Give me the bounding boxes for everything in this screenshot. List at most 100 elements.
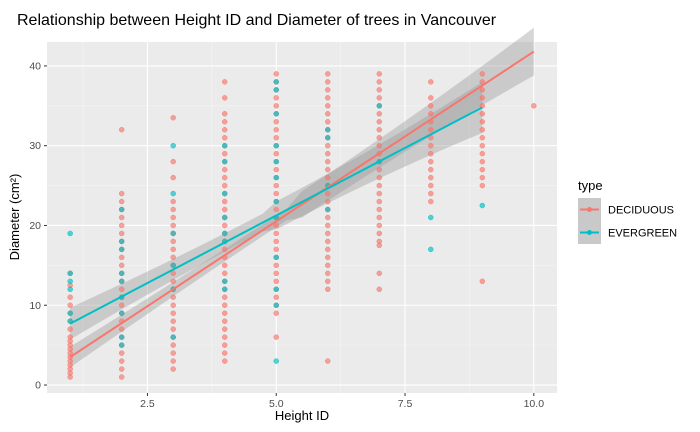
data-point-evergreen <box>170 190 176 197</box>
data-point-evergreen <box>221 286 228 293</box>
data-point-deciduous <box>67 294 73 301</box>
data-point-deciduous <box>325 142 331 149</box>
data-point-deciduous <box>118 198 125 205</box>
data-point-deciduous <box>273 134 279 141</box>
data-point-deciduous <box>170 238 176 245</box>
data-point-deciduous <box>170 318 176 324</box>
data-point-deciduous <box>325 79 331 85</box>
data-point-deciduous <box>325 222 331 229</box>
legend: type DECIDUOUS EVERGREEN <box>578 178 677 244</box>
data-point-deciduous <box>479 182 486 189</box>
data-point-deciduous <box>376 214 383 221</box>
data-point-deciduous <box>376 238 383 245</box>
legend-point-evergreen <box>587 230 592 235</box>
data-point-deciduous <box>376 174 383 181</box>
data-point-evergreen <box>273 302 279 308</box>
data-point-deciduous <box>170 294 176 301</box>
data-point-deciduous <box>325 190 331 197</box>
data-point-deciduous <box>273 334 279 340</box>
data-point-deciduous <box>325 270 331 277</box>
x-tick-label: 10.0 <box>524 398 545 410</box>
data-point-evergreen <box>118 246 125 253</box>
data-point-evergreen <box>221 190 228 197</box>
data-point-deciduous <box>325 286 331 293</box>
data-point-deciduous <box>376 182 383 189</box>
data-point-evergreen <box>67 230 73 237</box>
data-point-deciduous <box>273 119 279 125</box>
data-point-deciduous <box>479 278 486 285</box>
data-point-deciduous <box>428 198 434 205</box>
legend-title: type <box>578 178 603 193</box>
legend-label-evergreen: EVERGREEN <box>608 228 677 240</box>
data-point-deciduous <box>221 174 228 181</box>
data-point-evergreen <box>221 142 228 149</box>
data-point-deciduous <box>273 230 279 237</box>
data-point-deciduous <box>273 278 279 285</box>
data-point-evergreen <box>273 87 279 93</box>
data-point-evergreen <box>273 111 279 117</box>
data-point-deciduous <box>118 230 125 237</box>
data-point-deciduous <box>325 198 331 205</box>
data-point-evergreen <box>118 238 125 245</box>
data-point-deciduous <box>428 158 434 165</box>
data-point-deciduous <box>376 270 383 277</box>
data-point-deciduous <box>170 278 176 285</box>
data-point-deciduous <box>325 119 331 125</box>
data-point-deciduous <box>376 79 383 85</box>
data-point-evergreen <box>273 142 279 149</box>
data-point-evergreen <box>118 206 125 213</box>
data-point-deciduous <box>118 214 125 221</box>
data-point-deciduous <box>428 95 434 101</box>
data-point-deciduous <box>325 158 331 165</box>
data-point-deciduous <box>221 111 228 117</box>
data-point-evergreen <box>118 278 125 285</box>
data-point-deciduous <box>531 103 537 109</box>
data-point-deciduous <box>325 246 331 253</box>
data-point-deciduous <box>118 350 125 356</box>
data-point-deciduous <box>273 182 279 189</box>
data-point-evergreen <box>118 270 125 277</box>
data-point-evergreen <box>325 206 331 213</box>
data-point-deciduous <box>376 71 383 77</box>
data-point-deciduous <box>376 190 383 197</box>
plot-panel <box>47 42 557 393</box>
data-point-evergreen <box>273 198 279 205</box>
data-point-evergreen <box>221 230 228 237</box>
data-point-deciduous <box>376 127 383 133</box>
data-point-evergreen <box>376 103 383 109</box>
data-point-deciduous <box>479 111 486 117</box>
data-point-deciduous <box>479 71 486 77</box>
data-point-evergreen <box>118 342 125 348</box>
data-point-deciduous <box>428 111 434 117</box>
x-tick-label: 5.0 <box>269 398 284 410</box>
data-point-deciduous <box>67 334 73 340</box>
data-point-evergreen <box>273 79 279 85</box>
data-point-deciduous <box>221 270 228 277</box>
data-point-deciduous <box>376 206 383 213</box>
data-point-deciduous <box>273 246 279 253</box>
data-point-evergreen <box>67 310 73 316</box>
data-point-deciduous <box>273 206 279 213</box>
x-axis-title: Height ID <box>275 408 329 423</box>
data-point-deciduous <box>325 238 331 245</box>
data-point-deciduous <box>325 95 331 101</box>
data-point-deciduous <box>273 95 279 101</box>
data-point-deciduous <box>221 262 228 269</box>
data-point-deciduous <box>273 222 279 229</box>
data-point-deciduous <box>221 206 228 213</box>
data-point-deciduous <box>221 166 228 173</box>
data-point-deciduous <box>221 310 228 316</box>
data-point-evergreen <box>273 174 279 181</box>
data-point-deciduous <box>221 358 228 364</box>
data-point-deciduous <box>376 222 383 229</box>
data-point-evergreen <box>118 334 125 340</box>
data-point-deciduous <box>428 127 434 133</box>
data-point-deciduous <box>170 158 176 165</box>
data-point-deciduous <box>376 166 383 173</box>
data-point-deciduous <box>479 87 486 93</box>
data-point-deciduous <box>118 366 125 372</box>
data-point-deciduous <box>376 87 383 93</box>
data-point-deciduous <box>170 222 176 229</box>
y-tick-label: 20 <box>29 220 41 232</box>
data-point-deciduous <box>479 119 486 125</box>
